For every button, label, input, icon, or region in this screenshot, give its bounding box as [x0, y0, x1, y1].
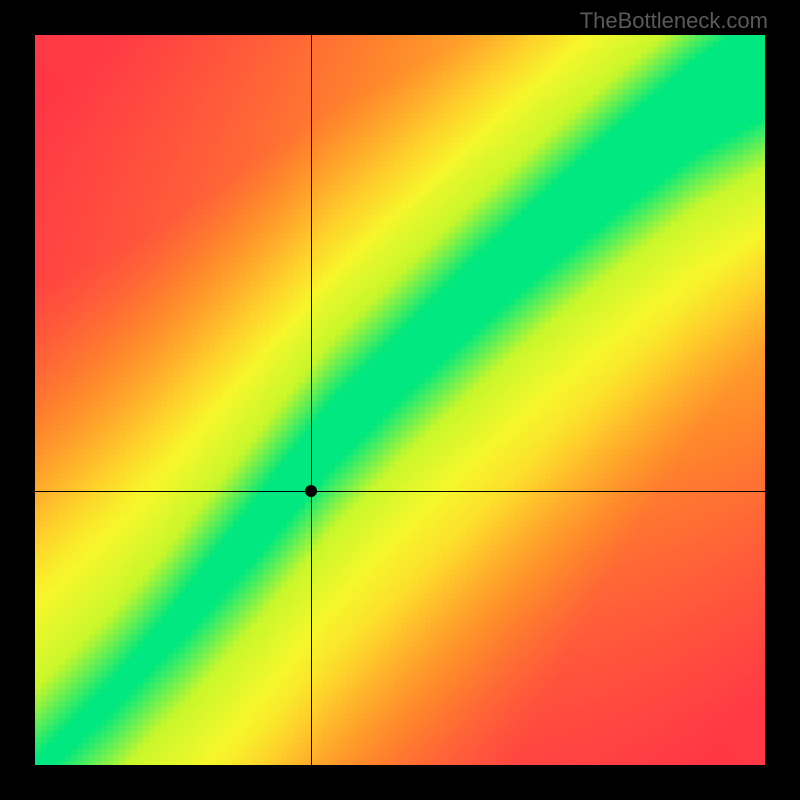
- heatmap-plot: [35, 35, 765, 765]
- heatmap-canvas: [35, 35, 765, 765]
- crosshair-vertical: [311, 35, 312, 765]
- crosshair-marker: [305, 485, 317, 497]
- crosshair-horizontal: [35, 491, 765, 492]
- chart-container: TheBottleneck.com: [0, 0, 800, 800]
- watermark-text: TheBottleneck.com: [580, 8, 768, 34]
